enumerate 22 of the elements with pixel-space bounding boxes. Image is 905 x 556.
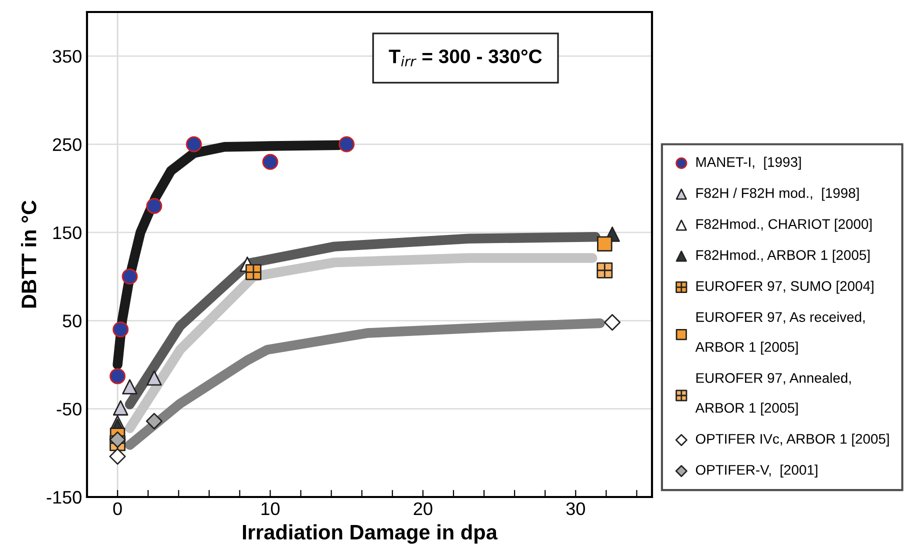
legend-label: OPTIFER-V, [2001] — [696, 464, 818, 478]
x-tick-label: 20 — [414, 502, 432, 516]
text: EUROFER 97, Annealed, ARBOR 1 [2005] — [695, 372, 851, 416]
x-axis-title: Irradiation Damage in dpa — [242, 524, 498, 544]
y-tick-label: 350 — [52, 50, 82, 63]
y-tick-label: 150 — [53, 226, 82, 240]
y-axis-title: DBTT in °C — [21, 200, 36, 308]
legend-label: EUROFER 97, SUMO [2004] — [696, 280, 874, 294]
x-tick-label: 30 — [566, 502, 585, 516]
legend-label: F82H / F82H mod., [1998] — [696, 188, 859, 201]
legend-label: F82Hmod., CHARIOT [2000] — [696, 218, 872, 232]
y-tick-label: 50 — [62, 314, 82, 328]
legend-label: OPTIFER IVc, ARBOR 1 [2005] — [696, 434, 889, 447]
legend-label: MANET-I, [1993] — [696, 156, 801, 170]
y-tick-label: 250 — [52, 138, 82, 151]
x-tick-label: 10 — [262, 502, 280, 516]
x-tick-label: 0 — [113, 502, 122, 516]
annotation: T$_{irr}$ = 300 - 330°C — [388, 49, 542, 66]
text: EUROFER 97, As received, ARBOR 1 [2005] — [695, 312, 865, 355]
y-tick-label: -50 — [56, 402, 82, 416]
y-tick-label: -150 — [46, 490, 82, 504]
legend-label: F82Hmod., ARBOR 1 [2005] — [696, 250, 870, 263]
